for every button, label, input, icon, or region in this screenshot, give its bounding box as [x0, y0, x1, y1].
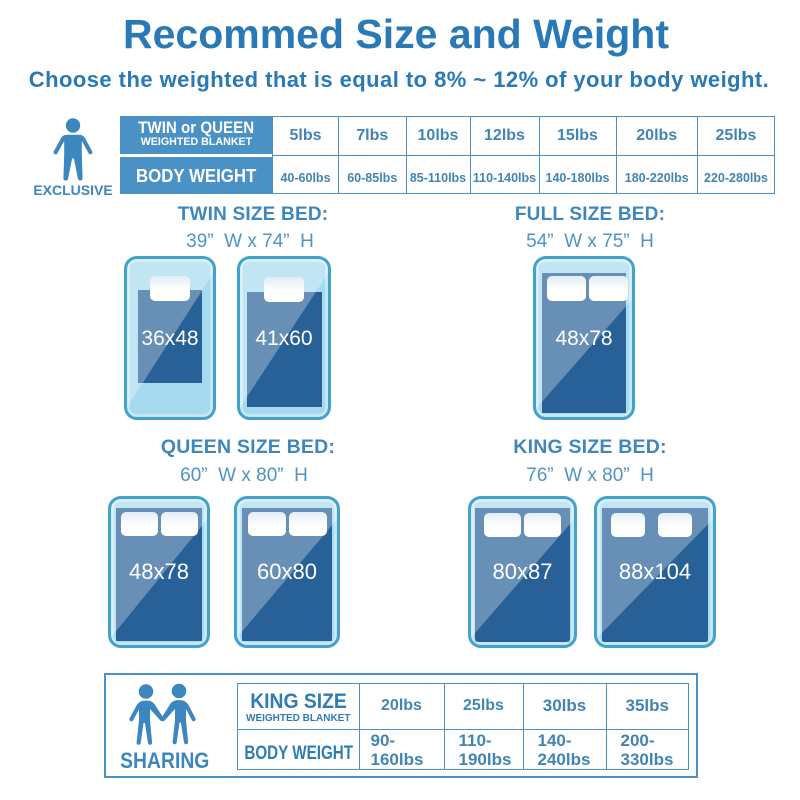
- svg-text:88x104: 88x104: [619, 559, 691, 584]
- svg-text:36x48: 36x48: [141, 327, 198, 350]
- svg-text:80x87: 80x87: [493, 559, 553, 584]
- svg-text:48x78: 48x78: [555, 327, 612, 350]
- svg-text:48x78: 48x78: [129, 559, 189, 584]
- svg-text:60x80: 60x80: [257, 559, 317, 584]
- svg-text:41x60: 41x60: [255, 327, 312, 350]
